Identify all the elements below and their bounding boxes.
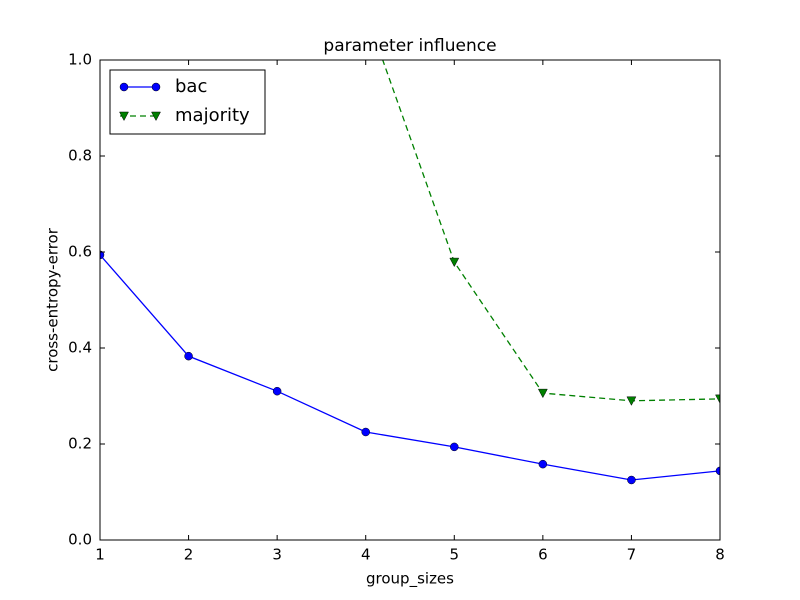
point [537, 388, 548, 399]
plot-frame [99, 59, 721, 541]
point [361, 427, 370, 437]
y-tick-label: 0.0 [68, 531, 92, 549]
y-tick-label: 1.0 [68, 51, 92, 69]
point [627, 475, 636, 485]
point [715, 466, 720, 476]
x-tick-label: 2 [184, 546, 194, 564]
x-tick-label: 3 [272, 546, 282, 564]
point [450, 442, 459, 452]
legend-label: majority [175, 105, 250, 126]
point [538, 459, 548, 469]
x-tick-label: 5 [450, 546, 460, 564]
legend-marker [151, 82, 161, 92]
y-tick-label: 0.8 [68, 147, 92, 165]
legend-marker [119, 82, 129, 92]
legend-marker [151, 111, 161, 122]
legend-marker [119, 111, 129, 122]
x-tick-label: 7 [627, 546, 637, 564]
point [100, 250, 105, 260]
y-tick-label: 0.2 [68, 435, 92, 453]
point [272, 386, 282, 396]
plot-area [100, 60, 720, 485]
y-axis-label: cross-entropy-error [44, 227, 62, 372]
x-tick-label: 8 [715, 546, 725, 564]
y-tick-label: 0.4 [68, 339, 92, 357]
x-tick-label: 4 [361, 546, 371, 564]
chart-title: parameter influence [323, 36, 496, 56]
legend-box [109, 69, 266, 135]
y-tick-label: 0.6 [68, 243, 92, 261]
point [184, 351, 193, 361]
point [449, 257, 460, 268]
x-tick-label: 6 [538, 546, 548, 564]
point [715, 394, 720, 404]
x-axis-label: group_sizes [366, 570, 454, 589]
point [626, 396, 637, 406]
x-tick-label: 1 [95, 546, 105, 564]
legend-label: bac [175, 76, 207, 97]
series-line [100, 254, 720, 481]
